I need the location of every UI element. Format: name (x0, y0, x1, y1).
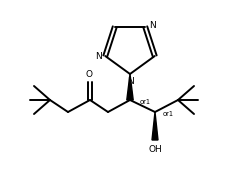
Polygon shape (152, 112, 158, 140)
Text: OH: OH (148, 144, 162, 154)
Text: O: O (86, 69, 92, 79)
Text: N: N (95, 52, 102, 61)
Text: or1: or1 (162, 111, 173, 117)
Text: or1: or1 (140, 99, 150, 105)
Text: N: N (149, 21, 156, 30)
Text: N: N (128, 76, 134, 86)
Polygon shape (127, 74, 133, 100)
